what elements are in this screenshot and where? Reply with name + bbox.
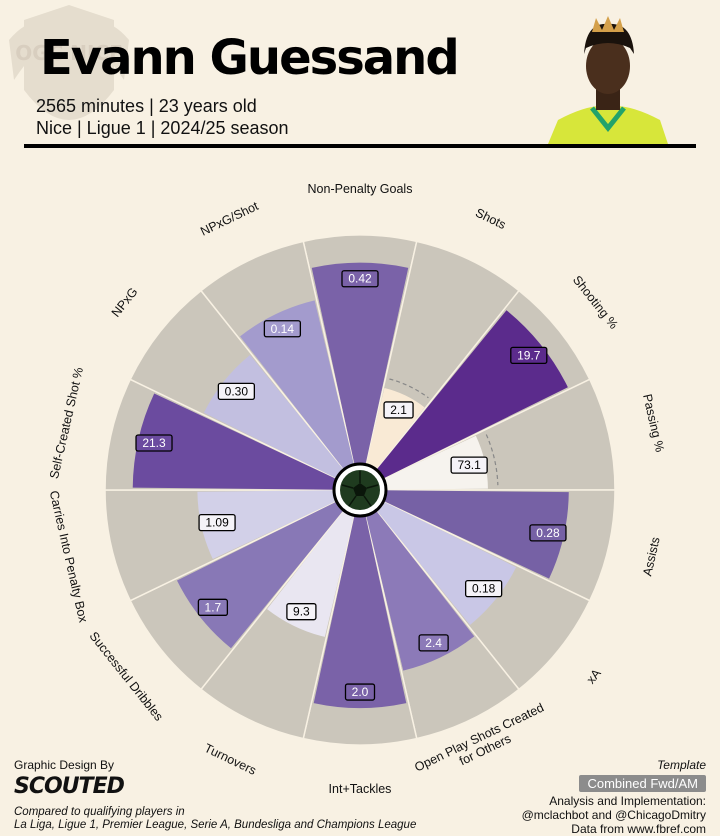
radar-value-label: 0.14 (263, 320, 302, 338)
radar-category-label: Carries Into Penalty Box (46, 489, 90, 624)
radar-bar (240, 300, 355, 472)
radar-category-label: Successful Dribbles (86, 629, 165, 724)
radar-value-label-text: 0.18 (472, 582, 496, 596)
radar-value-label-text: 19.7 (517, 348, 541, 362)
radar-value-label: 21.3 (135, 434, 173, 452)
radar-value-label-text: 0.30 (225, 384, 249, 398)
radar-bar (313, 513, 407, 709)
radar-value-label-box (529, 524, 567, 542)
radar-category-label: Int+Tackles (329, 782, 392, 796)
radar-value-label-text: 73.1 (457, 458, 481, 472)
radar-category-label: NPxG (109, 285, 141, 320)
radar-value-label-text: 1.09 (205, 516, 229, 530)
data-source: Data from www.fbref.com (571, 822, 706, 836)
radar-value-label-box (263, 320, 302, 338)
radar-value-label-text: 2.1 (390, 403, 407, 417)
comparison-line-1: Compared to qualifying players in (14, 806, 185, 818)
radar-value-label-text: 1.7 (205, 600, 222, 614)
radar-value-label: 0.30 (217, 382, 256, 401)
radar-value-label-text: 9.3 (293, 605, 310, 619)
radar-value-label-text: 0.28 (536, 526, 560, 540)
radar-bar (365, 508, 475, 671)
analysis-line-1: Analysis and Implementation: (549, 794, 706, 808)
radar-value-label: 1.7 (197, 598, 229, 616)
radar-value-label: 2.4 (418, 634, 449, 652)
radar-value-label-text: 0.14 (271, 322, 295, 336)
radar-value-label: 1.09 (198, 513, 236, 532)
radar-reference-arc (485, 434, 499, 486)
radar-bar (132, 393, 339, 490)
radar-value-label: 0.28 (529, 524, 567, 542)
radar-bar (381, 435, 488, 490)
radar-value-label: 2.0 (344, 683, 376, 701)
radar-category-label: xA (584, 666, 604, 687)
radar-bar (381, 490, 569, 579)
radar-category-label: Non-Penalty Goals (308, 182, 413, 196)
radar-value-label: 9.3 (286, 603, 317, 621)
template-badge: Combined Fwd/AM (579, 775, 706, 792)
player-portrait (548, 16, 668, 144)
comparison-note: Compared to qualifying players in La Lig… (14, 806, 416, 832)
comparison-line-2: La Liga, Ligue 1, Premier League, Serie … (14, 819, 417, 831)
radar-value-label-box (286, 603, 317, 621)
radar-value-label-box (418, 634, 449, 652)
radar-value-label-box (135, 434, 173, 452)
radar-value-label-box (464, 579, 503, 598)
radar-category-label: Shooting % (570, 273, 621, 332)
radar-category-label: Turnovers (202, 741, 258, 778)
player-minutes-age: 2565 minutes | 23 years old (36, 96, 257, 116)
center-ball-icon (332, 462, 388, 518)
radar-value-label-box (217, 382, 256, 401)
radar-value-label-box (450, 456, 488, 474)
radar-value-label-text: 21.3 (142, 436, 166, 450)
radar-category-label: Shots (473, 206, 508, 232)
radar-category-label: NPxG/Shot (198, 199, 261, 239)
radar-value-label: 73.1 (450, 456, 488, 474)
radar-value-label-box (344, 683, 376, 701)
radar-value-label-text: 0.42 (348, 272, 372, 286)
radar-category-label: Self-Created Shot % (47, 366, 86, 480)
radar-reference-arcs (389, 378, 499, 486)
radar-category-label: Passing % (640, 393, 667, 454)
radar-value-label-box (197, 598, 229, 616)
radar-value-label: 0.18 (464, 579, 503, 598)
radar-bars (132, 262, 569, 709)
radar-value-label: 0.42 (341, 270, 379, 288)
crest-text: OGC NICE (15, 41, 123, 65)
player-name: Evann Guessand (40, 30, 460, 86)
analysis-credits: Analysis and Implementation: @mclachbot … (522, 794, 706, 836)
radar-bar (311, 262, 409, 467)
radar-value-label: 19.7 (510, 346, 548, 365)
radar-value-label-text: 2.0 (352, 685, 369, 699)
radar-value-label-box (510, 346, 548, 365)
radar-value-label-box (383, 401, 414, 419)
radar-reference-arc (389, 378, 429, 399)
radar-value-label-box (341, 270, 379, 288)
percentile-radar-chart: 0.42 2.1 19.7 73.1 0.28 0.18 2.4 2.0 9.3 1.7 1.09 2… (46, 182, 667, 796)
template-label: Template (657, 758, 706, 772)
radar-value-label-box (198, 513, 236, 532)
design-credit-label: Graphic Design By (14, 758, 115, 772)
radar-value-label: 2.1 (383, 401, 414, 419)
radar-value-label-text: 2.4 (425, 636, 442, 650)
scouted-logo: SCOUTED (14, 774, 125, 799)
header-divider (24, 144, 696, 148)
radar-value-labels: 0.42 2.1 19.7 73.1 0.28 0.18 2.4 2.0 9.3 1.7 1.09 2… (135, 270, 567, 701)
player-club-league-season: Nice | Ligue 1 | 2024/25 season (36, 118, 289, 138)
radar-category-label: Assists (641, 536, 663, 578)
analysis-line-2: @mclachbot and @ChicagoDmitry (521, 808, 706, 822)
club-crest-watermark: OGC NICE (9, 5, 129, 120)
radar-bar (197, 490, 339, 560)
